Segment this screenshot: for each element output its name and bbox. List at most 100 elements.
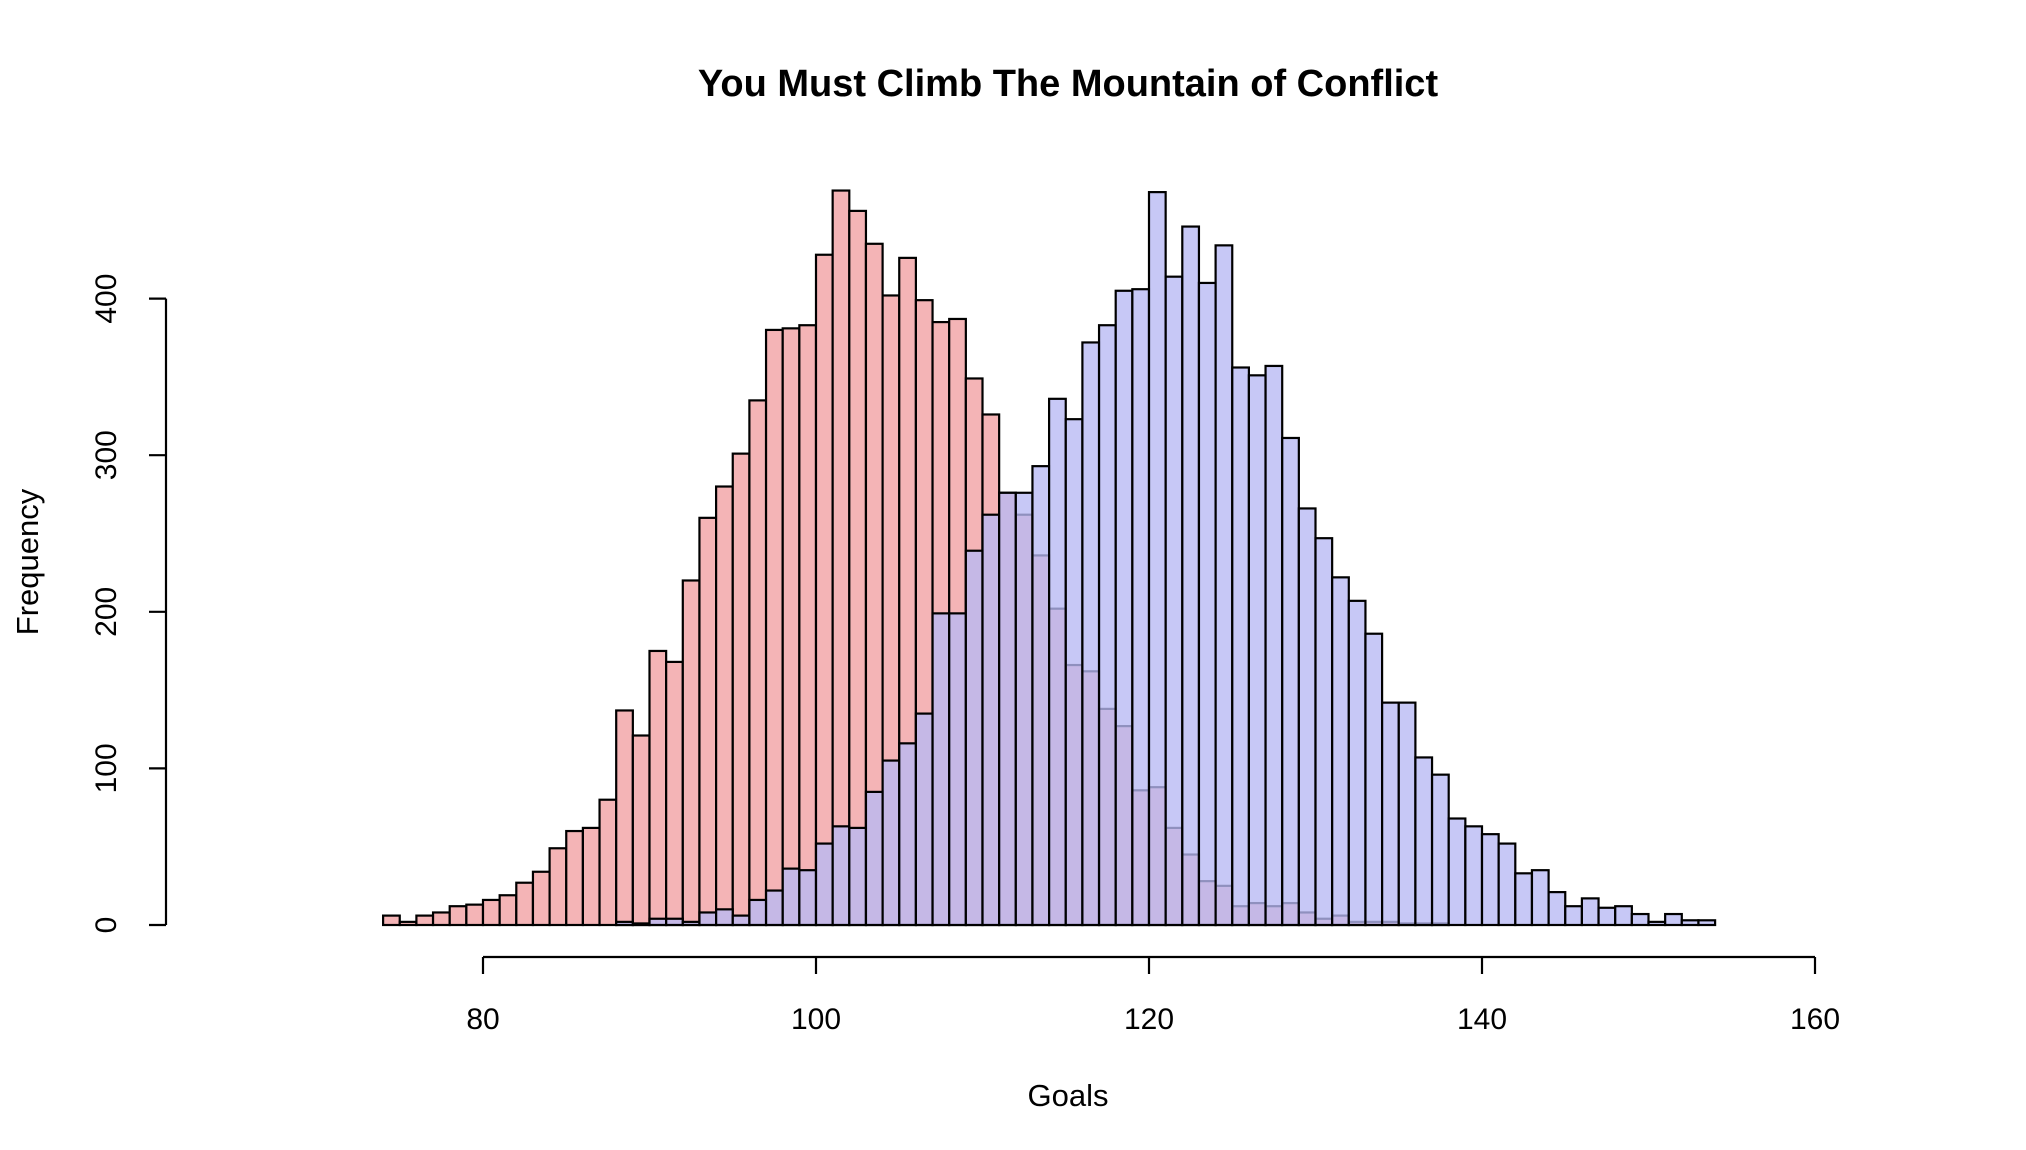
bar [714,908,734,927]
bar [814,842,834,927]
bar [531,870,551,927]
bar [748,399,768,927]
bar [1647,920,1667,927]
bar [1197,281,1217,927]
bar [998,491,1017,927]
bar [1530,869,1550,927]
bar [382,914,401,927]
bar [1247,374,1267,927]
x-axis-label: Goals [1028,1078,1109,1113]
bar [1630,912,1650,927]
bar [548,847,568,927]
bar [1397,701,1417,927]
bar [1364,632,1384,927]
bar [1447,817,1467,927]
bar [1664,912,1683,927]
bar [848,826,868,927]
bar [498,894,518,927]
y-axis: 0 100 200 300 400 [90,274,168,934]
bar [881,759,901,927]
bar [648,649,668,927]
bar [1081,341,1101,927]
bar [1380,701,1400,927]
bar [1514,872,1534,927]
bar [964,549,984,927]
bar [931,612,951,927]
bar [1614,905,1633,927]
bar [831,825,851,927]
bar [948,612,967,927]
bar [565,829,584,927]
bar [648,917,668,927]
bar [1497,842,1517,927]
bar [615,709,634,927]
bar [698,911,718,927]
bar [1131,288,1151,927]
bar [798,324,818,927]
bar [714,485,734,927]
x-axis: 80 100 120 140 160 [466,955,1840,1036]
bar [665,917,684,927]
bar [398,920,418,927]
bar [581,826,601,927]
bar [1331,576,1350,927]
bar [1031,465,1051,927]
bar [1414,756,1434,927]
x-tick-label: 80 [466,1003,499,1036]
y-tick-label: 300 [90,430,123,480]
bar [1114,289,1134,927]
bar [1014,491,1034,927]
bar [1680,919,1700,927]
bar [981,513,1001,927]
x-tick-label: 140 [1457,1003,1507,1036]
bar [1297,507,1317,927]
bar [515,881,535,927]
bar [831,189,851,927]
bar [781,867,801,927]
y-tick-label: 100 [90,743,123,793]
bar [1181,225,1201,927]
bar [814,253,834,927]
bar [1480,833,1500,927]
bar [1097,324,1117,927]
bar [798,869,818,927]
bar [415,914,435,927]
bar [898,742,917,927]
bar [764,889,784,927]
bar [848,209,868,927]
bar [1347,599,1367,927]
bar [1547,891,1567,927]
bar [631,734,651,927]
x-tick-label: 160 [1790,1003,1840,1036]
bar [1214,244,1234,927]
bar [764,328,784,927]
bar [698,516,718,927]
bar [1597,906,1617,927]
series-2 [615,191,1717,927]
x-tick-label: 100 [791,1003,841,1036]
bar [615,920,634,927]
bar [681,920,701,927]
bar [431,911,451,927]
bar [598,798,618,927]
bar [681,579,701,927]
bar [914,712,934,927]
y-axis-label: Frequency [10,488,45,635]
y-tick-label: 400 [90,274,123,324]
bar [864,790,884,927]
bar [1147,191,1167,927]
bar [1464,825,1484,927]
bar [665,660,684,927]
bar [465,903,485,927]
bar [1281,436,1300,927]
bar [1314,537,1334,927]
bar [1231,366,1250,927]
bar [748,898,768,927]
bar [1164,275,1184,927]
x-tick-label: 120 [1124,1003,1174,1036]
y-tick-label: 0 [90,917,123,934]
bar [1047,397,1067,927]
bar [1264,364,1284,927]
bar [731,914,751,927]
